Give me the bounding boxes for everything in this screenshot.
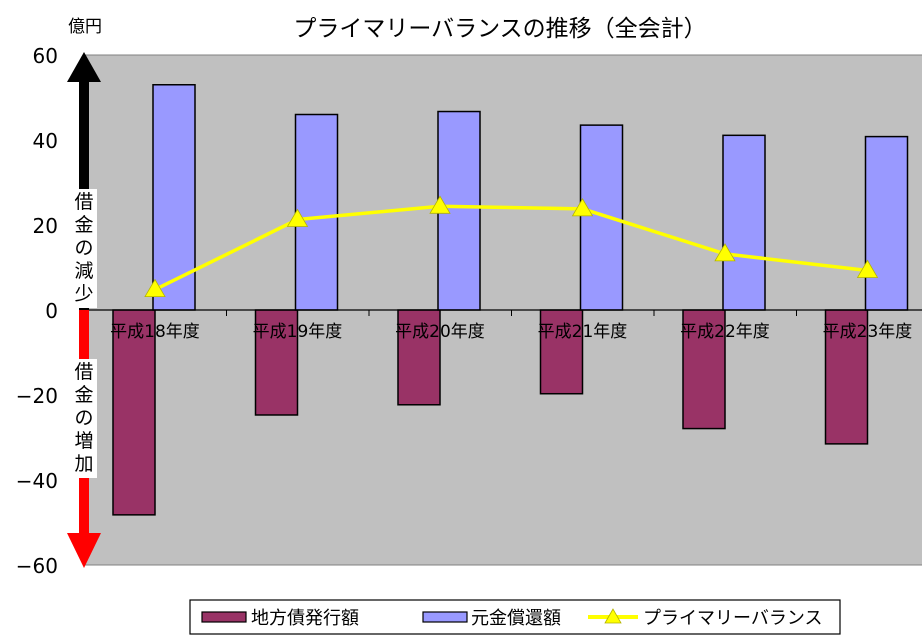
primary-balance-line <box>154 204 868 292</box>
primary-balance-marker-4 <box>571 198 594 217</box>
y-tick-label: −60 <box>16 554 58 578</box>
y-tick-label: 60 <box>33 44 58 68</box>
bar-1-bond-issuance <box>112 309 156 516</box>
y-tick-label: 20 <box>33 214 58 238</box>
y-tick-label: −20 <box>16 384 58 408</box>
bar-3-bond-issuance <box>397 309 441 406</box>
legend-swatch-principal-repayment <box>422 611 468 623</box>
primary-balance-marker-6 <box>856 259 879 278</box>
y-axis-ticks: 60 40 20 0 −20 −40 −60 <box>16 44 58 578</box>
x-category-label: 平成21年度 <box>538 322 628 342</box>
legend-label-bond-issuance: 地方債発行額 <box>251 608 359 629</box>
unit-label: 億円 <box>68 17 102 37</box>
up-arrow-icon <box>67 52 101 82</box>
bar-5-bond-issuance <box>682 309 726 430</box>
legend-swatch-primary-balance-marker <box>604 608 622 624</box>
chart-title: プライマリーバランスの推移（全会計） <box>293 16 706 42</box>
x-category-label: 平成22年度 <box>680 322 770 342</box>
bar-4-bond-issuance <box>539 309 584 395</box>
y-tick-label: −40 <box>16 469 58 493</box>
legend-label-primary-balance: プライマリーバランス <box>643 608 822 629</box>
x-category-label: 平成19年度 <box>253 322 343 342</box>
bar-4-principal-repayment <box>579 124 624 311</box>
down-arrow-icon <box>67 533 101 568</box>
bar-2-principal-repayment <box>294 113 339 311</box>
y-tick-label: 40 <box>33 129 58 153</box>
legend-label-principal-repayment: 元金償還額 <box>471 608 561 629</box>
up-arrow-label-background <box>71 189 97 308</box>
x-category-label: 平成20年度 <box>395 322 485 342</box>
legend: 地方債発行額 元金償還額 プライマリーバランス <box>189 599 841 635</box>
primary-balance-marker-1 <box>144 278 166 298</box>
bar-6-principal-repayment <box>864 135 909 311</box>
legend-box <box>189 599 841 635</box>
x-category-label: 平成18年度 <box>110 322 200 342</box>
up-arrow-label: 借金の減少 <box>74 191 93 305</box>
legend-swatch-bond-issuance <box>201 611 247 623</box>
primary-balance-marker-5 <box>714 243 736 262</box>
y-tick-label: 0 <box>45 299 58 323</box>
x-category-label: 平成23年度 <box>823 322 913 342</box>
x-axis-labels: 平成18年度 平成19年度 平成20年度 平成21年度 平成22年度 平成23年度 <box>110 322 912 342</box>
down-arrow-label-background <box>71 359 97 478</box>
primary-balance-marker-2 <box>286 208 309 227</box>
bar-6-bond-issuance <box>824 309 869 445</box>
primary-balance-line-layer <box>144 195 879 298</box>
bar-1-principal-repayment <box>152 84 196 311</box>
primary-balance-marker-3 <box>429 195 451 214</box>
down-arrow-label: 借金の増加 <box>74 361 93 475</box>
bar-5-principal-repayment <box>722 134 766 311</box>
